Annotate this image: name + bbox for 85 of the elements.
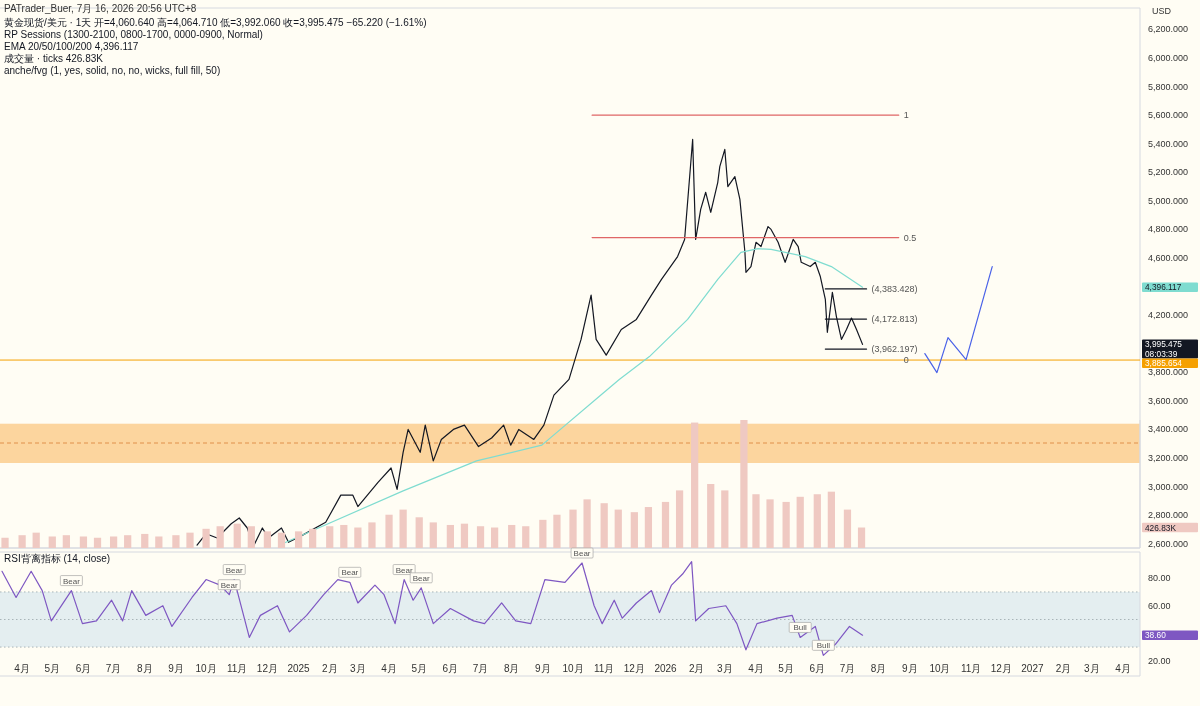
x-tick-label: 8月 (870, 663, 887, 674)
x-tick-label: 4月 (381, 663, 397, 674)
y-tick-label: 5,800.000 (1148, 81, 1189, 92)
x-tick-label: 2月 (1055, 663, 1072, 674)
x-tick-label: 7月 (105, 663, 122, 674)
annotation: Bear (573, 549, 591, 559)
y-tick-label: 3,800.000 (1148, 367, 1189, 378)
x-tick-label: 11月 (960, 663, 982, 674)
chart-title: RSI背离指标 (14, close) (4, 553, 111, 564)
annotation: Bear (412, 573, 430, 583)
y-tick-label: 3,000.000 (1148, 481, 1189, 492)
ref-line-label: 3,885.654 (1145, 358, 1183, 369)
text: 黄金现货/美元 · 1天 开=4,060.640 高=4,064.710 低=3,992.060 收=3,995.475 −65.220 (−1.61%) (4, 17, 427, 28)
y-tick-label: 4,200.000 (1148, 310, 1189, 321)
x-tick-label: 3月 (717, 663, 733, 674)
annotation: EMA 20/50/100/200 4,396.117 (4, 41, 139, 52)
chart-subtitle: PATrader_Buer, 7月 16, 2026 20:56 UTC+8 (4, 3, 197, 14)
y-tick-label: 4,800.000 (1148, 224, 1189, 235)
x-tick-label: 10月 (929, 663, 951, 674)
y-tick-label: 20.00 (1148, 655, 1171, 666)
x-tick-label: 5月 (411, 663, 427, 674)
y-tick-label: 80.00 (1148, 573, 1171, 584)
x-tick-label: 10月 (562, 663, 584, 674)
x-tick-label: 5月 (778, 663, 794, 674)
y-axis-title: USD (1152, 6, 1172, 16)
annotation: 0.5 (903, 232, 917, 243)
x-tick-label: 11月 (593, 663, 615, 674)
annotation: RP Sessions (1300-2100, 0800-1700, 0000-0900, Normal) (4, 29, 263, 40)
x-tick-label: 6月 (75, 663, 92, 674)
x-tick-label: 5月 (44, 663, 61, 674)
x-tick-label: 9月 (535, 663, 551, 674)
x-tick-label: 8月 (503, 663, 520, 674)
annotation: 成交量 · ticks 426.83K (4, 53, 104, 64)
x-tick-label: 12月 (256, 663, 278, 674)
y-tick-label: 3,200.000 (1148, 453, 1189, 463)
y-tick-label: 6,200.000 (1148, 24, 1189, 35)
y-tick-label: 5,600.000 (1148, 110, 1189, 121)
x-tick-label: 10月 (195, 663, 217, 674)
x-tick-label: 3月 (1083, 663, 1100, 674)
x-tick-label: 7月 (839, 663, 856, 674)
y-tick-label: 5,200.000 (1148, 167, 1189, 178)
annotation: Bear (62, 576, 81, 586)
annotation: (3,962.197) (871, 344, 918, 355)
x-tick-label: 6月 (809, 663, 826, 674)
annotation: 0 (903, 355, 909, 366)
x-tick-label: 4月 (14, 663, 30, 674)
x-tick-label: 9月 (902, 663, 918, 674)
text: 3,995.475 08:03:39 (1145, 339, 1183, 359)
annotation: 1 (903, 110, 909, 121)
annotation: (4,172.813) (871, 314, 918, 325)
x-tick-label: 12月 (623, 663, 645, 674)
y-tick-label: 3,400.000 (1148, 424, 1189, 435)
x-tick-label: 4月 (1115, 663, 1131, 674)
y-tick-label: 4,600.000 (1148, 253, 1189, 263)
x-tick-label: 2025 (287, 663, 311, 674)
annotation: Bear (220, 580, 238, 590)
x-tick-label: 2月 (688, 663, 705, 674)
annotation: Bull (816, 641, 831, 651)
text: 38.60 (1145, 630, 1167, 641)
x-tick-label: 2月 (321, 663, 338, 674)
annotation: Bear (225, 565, 244, 575)
x-tick-label: 11月 (227, 663, 248, 674)
annotation: Bear (395, 565, 413, 575)
x-tick-label: 9月 (168, 663, 184, 674)
y-tick-label: 5,400.000 (1148, 138, 1189, 149)
x-tick-label: 7月 (472, 663, 489, 674)
annotation: Bull (793, 623, 808, 633)
y-tick-label: 2,600.000 (1148, 538, 1189, 549)
x-tick-label: 4月 (748, 663, 764, 674)
x-tick-label: 2027 (1021, 663, 1044, 674)
y-tick-label: 60.00 (1148, 600, 1171, 611)
y-tick-label: 3,600.000 (1148, 395, 1189, 406)
x-tick-label: 2026 (654, 663, 678, 674)
annotation: Bear (341, 568, 359, 578)
text: 4,396.117 (1145, 282, 1182, 293)
x-tick-label: 8月 (136, 663, 153, 674)
y-tick-label: 5,000.000 (1148, 195, 1189, 206)
y-tick-label: 6,000.000 (1148, 53, 1189, 63)
x-tick-label: 12月 (990, 663, 1012, 674)
x-tick-label: 6月 (442, 663, 459, 674)
x-tick-label: 3月 (350, 663, 366, 674)
annotation: (4,383.428) (871, 283, 918, 294)
annotation: anche/fvg (1, yes, solid, no, no, wicks, full fill, 50) (4, 65, 221, 76)
text: 426.83K (1145, 522, 1177, 533)
y-tick-label: 2,800.000 (1148, 510, 1189, 521)
